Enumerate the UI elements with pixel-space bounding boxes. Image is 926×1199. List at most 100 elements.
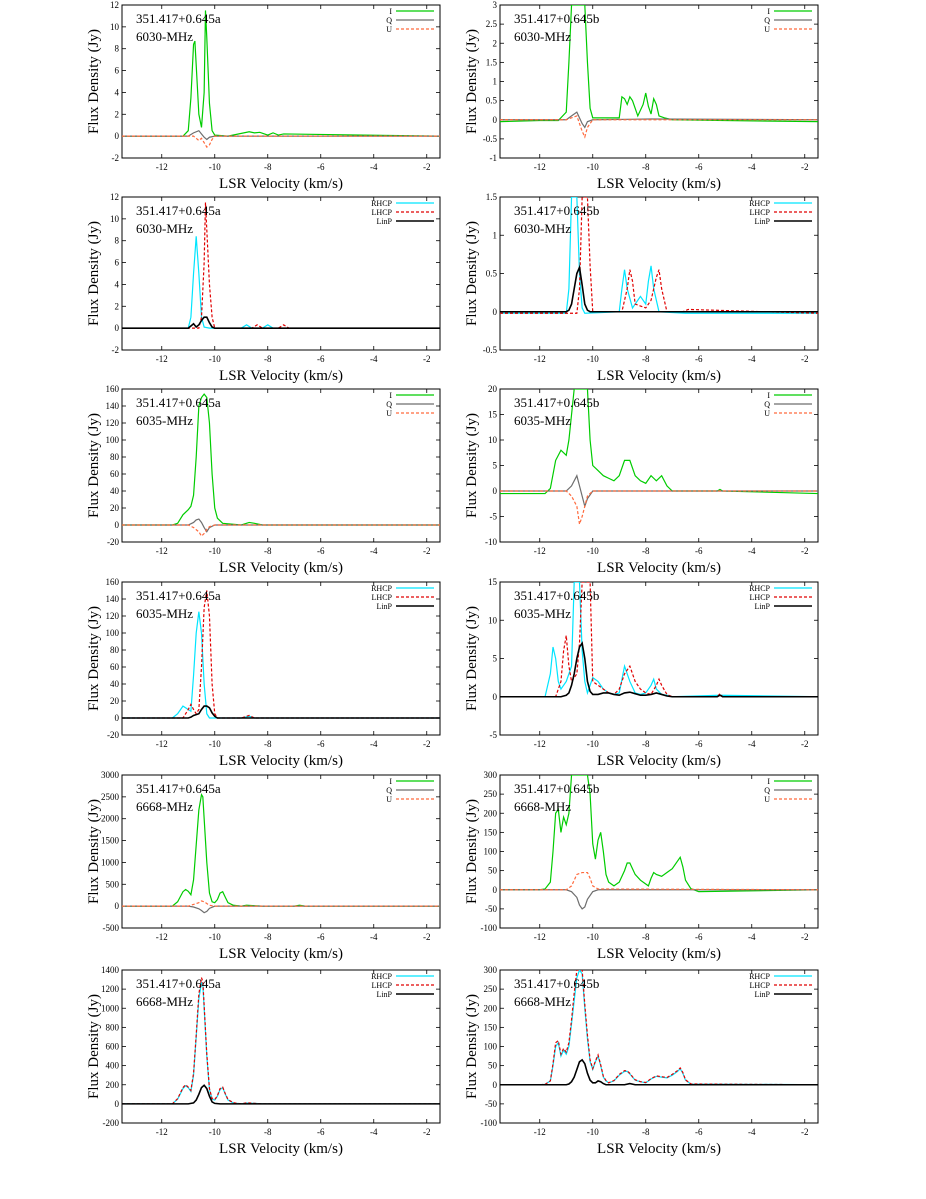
x-tick-label: -4	[370, 739, 378, 749]
y-tick-label: 2.5	[486, 19, 498, 29]
series-line-u	[122, 900, 440, 907]
y-tick-label: -50	[485, 904, 497, 914]
x-tick-label: -8	[642, 162, 650, 172]
y-tick-label: 50	[488, 1061, 498, 1071]
x-tick-label: -2	[801, 932, 809, 942]
frequency-label: 6668-MHz	[514, 799, 571, 814]
y-tick-label: 50	[488, 866, 498, 876]
y-tick-label: 200	[106, 1080, 120, 1090]
y-tick-label: 3000	[101, 770, 120, 780]
y-tick-label: 0	[493, 307, 498, 317]
chart-panel-8: -12 -10 -8 -6 -4 -2 -5 0 5 10 15 351.417+0.645b 6035…	[464, 577, 819, 769]
x-tick-label: -12	[534, 932, 546, 942]
y-tick-label: 2	[493, 38, 498, 48]
y-tick-label: 0	[115, 901, 120, 911]
y-tick-label: 300	[484, 965, 498, 975]
legend-label-linp: LinP	[754, 217, 770, 226]
source-label: 351.417+0.645b	[514, 976, 599, 991]
y-tick-label: 4	[115, 279, 120, 289]
frequency-label: 6030-MHz	[136, 221, 193, 236]
x-tick-label: -8	[642, 354, 650, 364]
x-tick-label: -6	[317, 546, 325, 556]
x-axis-label: LSR Velocity (km/s)	[219, 1141, 343, 1157]
x-tick-label: -2	[423, 162, 431, 172]
source-label: 351.417+0.645b	[514, 11, 599, 26]
y-axis-label: Flux Density (Jy)	[86, 994, 102, 1099]
legend-label-lhcp: LHCP	[750, 593, 771, 602]
plot-frame	[121, 388, 441, 543]
y-tick-label: 1000	[101, 1003, 120, 1013]
x-tick-label: -2	[423, 739, 431, 749]
series-line-u	[500, 490, 818, 525]
y-tick-label: 5	[493, 461, 498, 471]
series-line-i	[500, 389, 818, 495]
y-axis-label: Flux Density (Jy)	[86, 606, 102, 711]
legend-label-u: U	[764, 795, 770, 804]
x-tick-label: -2	[423, 546, 431, 556]
x-axis-label: LSR Velocity (km/s)	[597, 368, 721, 384]
source-label: 351.417+0.645b	[514, 588, 599, 603]
y-tick-label: 8	[115, 44, 120, 54]
x-tick-label: -12	[156, 546, 168, 556]
source-label: 351.417+0.645b	[514, 395, 599, 410]
y-tick-label: 40	[110, 486, 120, 496]
y-axis-label: Flux Density (Jy)	[464, 799, 480, 904]
y-tick-label: 120	[106, 611, 120, 621]
series-line-i	[122, 10, 440, 137]
y-tick-label: 0	[115, 713, 120, 723]
source-label: 351.417+0.645b	[514, 781, 599, 796]
y-tick-label: 2	[115, 109, 120, 119]
legend-label-linp: LinP	[376, 602, 392, 611]
series-line-u	[122, 524, 440, 537]
y-tick-label: 1200	[101, 984, 120, 994]
series-line-q	[122, 905, 440, 914]
source-label: 351.417+0.645a	[136, 11, 221, 26]
frequency-label: 6668-MHz	[136, 799, 193, 814]
x-tick-label: -4	[748, 739, 756, 749]
x-axis-label: LSR Velocity (km/s)	[597, 753, 721, 769]
plot-frame	[499, 969, 819, 1124]
x-axis-label: LSR Velocity (km/s)	[219, 946, 343, 962]
y-tick-label: 15	[488, 577, 498, 587]
y-tick-label: 300	[484, 770, 498, 780]
x-tick-label: -10	[209, 546, 221, 556]
x-tick-label: -6	[695, 932, 703, 942]
series-line-q	[500, 474, 818, 509]
y-tick-label: 20	[110, 503, 120, 513]
y-tick-label: 0.5	[486, 96, 498, 106]
frequency-label: 6030-MHz	[514, 29, 571, 44]
series-line-lhcp	[122, 977, 440, 1105]
x-tick-label: -6	[317, 162, 325, 172]
x-axis-label: LSR Velocity (km/s)	[597, 560, 721, 576]
y-tick-label: 15	[488, 410, 498, 420]
x-tick-label: -12	[156, 1127, 168, 1137]
legend-label-u: U	[764, 25, 770, 34]
legend-label-q: Q	[386, 16, 392, 25]
x-tick-label: -2	[801, 162, 809, 172]
series-line-linp	[500, 641, 818, 698]
series-line-lhcp	[500, 197, 818, 314]
y-tick-label: -2	[112, 345, 120, 355]
y-tick-label: -0.5	[483, 134, 498, 144]
legend-label-linp: LinP	[754, 602, 770, 611]
y-tick-label: 6	[115, 258, 120, 268]
y-tick-label: -100	[481, 1118, 498, 1128]
y-axis-label: Flux Density (Jy)	[464, 606, 480, 711]
y-tick-label: 8	[115, 236, 120, 246]
y-tick-label: 0	[493, 692, 498, 702]
series-line-q	[500, 889, 818, 910]
legend-label-i: I	[389, 777, 392, 786]
legend-label-i: I	[767, 7, 770, 16]
x-tick-label: -10	[209, 932, 221, 942]
x-tick-label: -10	[209, 354, 221, 364]
legend-label-q: Q	[764, 400, 770, 409]
frequency-label: 6668-MHz	[136, 994, 193, 1009]
legend-label-i: I	[389, 7, 392, 16]
legend-label-q: Q	[764, 16, 770, 25]
x-tick-label: -6	[695, 354, 703, 364]
y-tick-label: -200	[103, 1118, 120, 1128]
y-tick-label: 2000	[101, 814, 120, 824]
chart-panel-2: -12 -10 -8 -6 -4 -2 -1 -0.5 0 0.5 1 1.5 2 2.5 3 351.417…	[464, 0, 819, 192]
x-tick-label: -2	[423, 354, 431, 364]
